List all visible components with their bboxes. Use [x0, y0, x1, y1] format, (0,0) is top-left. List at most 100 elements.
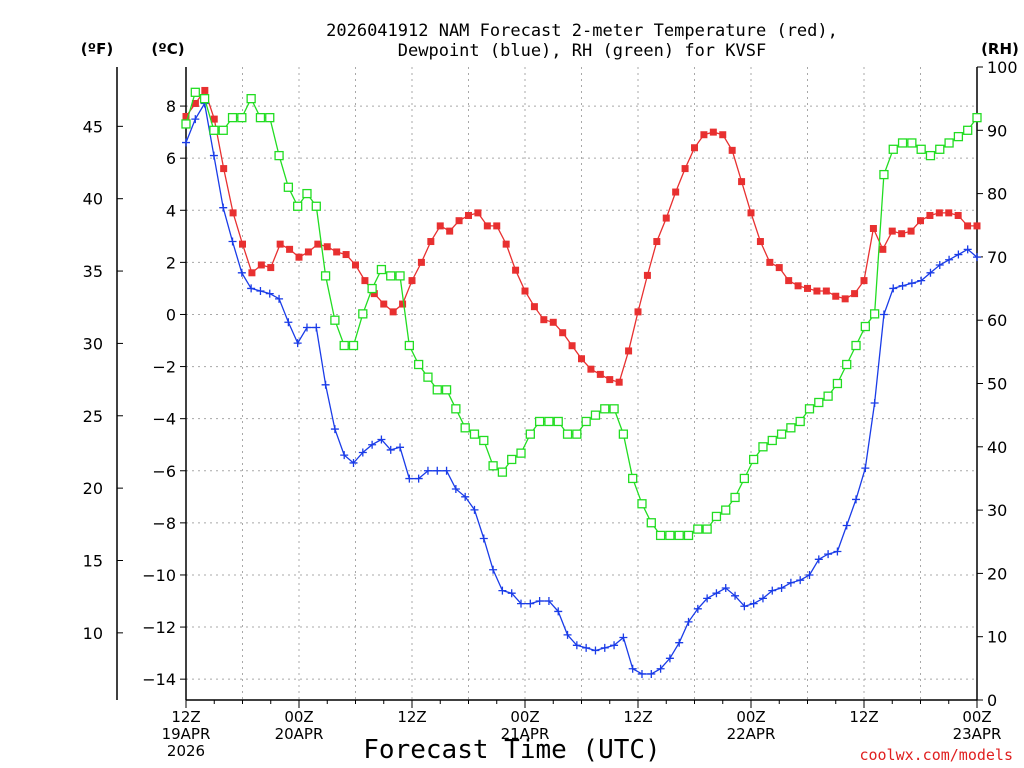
dewpoint-point — [544, 597, 553, 606]
rh-point — [600, 404, 610, 414]
dewpoint-point — [731, 591, 740, 600]
celsius-tick-label: −2 — [152, 358, 176, 377]
rh-point — [739, 473, 750, 484]
rh-point — [246, 94, 256, 104]
rh-point — [776, 429, 787, 439]
dewpoint-point — [377, 435, 386, 444]
fahrenheit-tick-label: 30 — [83, 334, 103, 353]
rh-point — [255, 112, 266, 123]
dewpoint-point — [265, 289, 274, 298]
rh-point — [572, 429, 582, 439]
time-tick-label: 12Z — [623, 708, 652, 726]
dewpoint-point — [526, 599, 535, 608]
rh-point — [590, 410, 601, 420]
temperature-point — [578, 355, 585, 363]
rh-point — [553, 416, 563, 427]
rh-point — [851, 340, 861, 351]
plot-frame — [116, 67, 978, 701]
rh-point — [330, 315, 340, 325]
dewpoint-point — [693, 604, 702, 613]
rh-point — [925, 150, 936, 161]
dewpoint-point — [600, 643, 609, 652]
rh-point — [804, 404, 815, 414]
time-tick-label: 00Z — [284, 708, 313, 726]
fahrenheit-tick-label: 10 — [83, 624, 103, 643]
rh-tick-label: 50 — [987, 375, 1007, 394]
rh-point — [609, 404, 619, 414]
dewpoint-point — [721, 583, 730, 592]
dewpoint-point — [414, 474, 423, 483]
temperature-point — [625, 347, 633, 355]
fahrenheit-tick-label: 35 — [83, 262, 103, 281]
dewpoint-point — [284, 318, 293, 327]
rh-point — [562, 429, 573, 439]
temperature-point — [606, 376, 614, 384]
temperature-point — [888, 227, 896, 235]
series-rh — [181, 87, 982, 541]
rh-point — [376, 264, 387, 275]
rh-point — [386, 271, 396, 281]
rh-point — [367, 283, 377, 294]
rh-point — [786, 423, 796, 433]
dewpoint-point — [591, 646, 600, 655]
rh-tick-label: 30 — [987, 501, 1007, 520]
celsius-tick-label: −8 — [152, 514, 176, 533]
rh-point — [637, 499, 647, 509]
temperature-point — [766, 258, 774, 266]
dewpoint-point — [340, 451, 349, 460]
dewpoint-point — [870, 399, 879, 408]
rh-point — [953, 131, 964, 142]
series-layer — [181, 86, 982, 678]
rh-point — [293, 201, 303, 211]
rh-point — [479, 435, 489, 446]
temperature-point — [502, 240, 510, 248]
rh-point — [218, 125, 228, 135]
fahrenheit-tick-label: 20 — [83, 479, 103, 498]
rh-point — [209, 125, 219, 135]
rh-point — [339, 340, 349, 351]
rh-point — [227, 112, 238, 123]
temperature-point — [483, 222, 491, 230]
temperature-point — [973, 222, 981, 230]
temperature-point — [408, 277, 416, 285]
rh-point — [674, 530, 684, 541]
dewpoint-point — [842, 521, 851, 530]
rh-point — [488, 461, 498, 471]
dewpoint-point — [898, 281, 907, 290]
rh-point — [702, 524, 712, 534]
dewpoint-point — [433, 466, 442, 475]
temperature-point — [691, 144, 698, 152]
temperature-point — [474, 209, 482, 217]
rh-axis: 0 10 20 30 40 50 60 70 80 90 100 — [977, 58, 1018, 710]
rh-point — [581, 416, 591, 427]
temperature-point — [935, 209, 943, 217]
dewpoint-point — [498, 586, 507, 595]
time-tick-label: 12Z — [849, 708, 878, 726]
rh-point — [283, 182, 294, 192]
temperature-point — [361, 277, 369, 285]
rh-point — [897, 138, 908, 148]
temperature-point — [559, 329, 567, 337]
celsius-tick-label: −10 — [142, 566, 176, 585]
rh-point — [423, 372, 433, 382]
dewpoint-point — [572, 641, 581, 650]
dewpoint-point — [889, 284, 898, 293]
temperature-point — [794, 282, 802, 290]
temperature-point — [719, 131, 727, 139]
celsius-tick-label: −14 — [142, 670, 176, 689]
rh-point — [469, 429, 480, 439]
credit-text: coolwx.com/models — [859, 746, 1013, 764]
dewpoint-point — [582, 643, 591, 652]
rh-point — [404, 340, 414, 351]
fahrenheit-axis: 10 15 20 25 30 35 40 45 — [83, 117, 123, 643]
dewpoint-point — [461, 492, 470, 501]
rh-point — [311, 201, 321, 211]
rh-point — [907, 138, 917, 148]
dewpoint-point — [684, 617, 693, 626]
dewpoint-point — [619, 633, 628, 642]
celsius-tick-label: 2 — [166, 253, 176, 272]
time-tick-label: 00Z — [962, 708, 991, 726]
dewpoint-point — [628, 664, 637, 673]
dewpoint-point — [907, 279, 916, 288]
rh-point — [823, 391, 833, 401]
